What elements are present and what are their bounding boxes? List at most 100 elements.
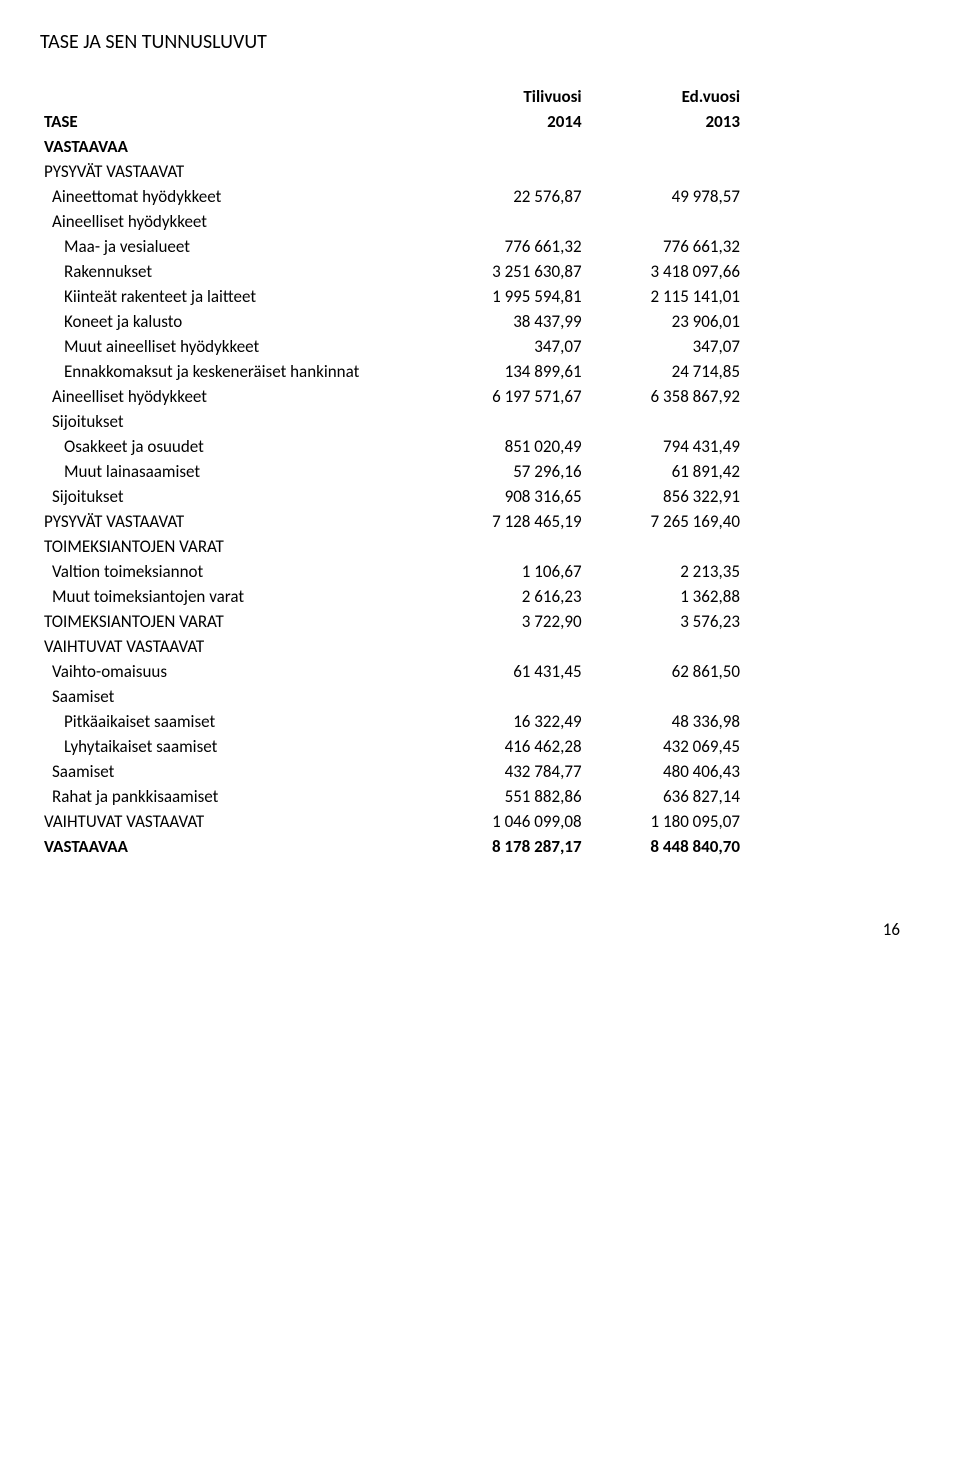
row-value-1: [427, 409, 585, 434]
table-row: VAIHTUVAT VASTAAVAT1 046 099,081 180 095…: [40, 809, 744, 834]
row-value-2: 23 906,01: [586, 309, 744, 334]
row-value-1: 22 576,87: [427, 184, 585, 209]
row-value-1: 134 899,61: [427, 359, 585, 384]
table-row: Valtion toimeksiannot1 106,672 213,35: [40, 559, 744, 584]
table-row: Lyhytaikaiset saamiset416 462,28432 069,…: [40, 734, 744, 759]
table-row: Saamiset: [40, 684, 744, 709]
balance-table: Tilivuosi Ed.vuosi TASE 2014 2013 VASTAA…: [40, 84, 744, 859]
row-value-1: 38 437,99: [427, 309, 585, 334]
row-label: TOIMEKSIANTOJEN VARAT: [40, 609, 427, 634]
row-value-2: 1 180 095,07: [586, 809, 744, 834]
row-value-2: 7 265 169,40: [586, 509, 744, 534]
row-label: VASTAAVAA: [40, 134, 427, 159]
table-row: Muut aineelliset hyödykkeet347,07347,07: [40, 334, 744, 359]
row-label: VAIHTUVAT VASTAAVAT: [40, 809, 427, 834]
row-label: Osakkeet ja osuudet: [40, 434, 427, 459]
row-value-1: [427, 684, 585, 709]
row-value-1: 3 722,90: [427, 609, 585, 634]
table-row: Vaihto-omaisuus61 431,4562 861,50: [40, 659, 744, 684]
table-row: Aineettomat hyödykkeet22 576,8749 978,57: [40, 184, 744, 209]
row-value-1: 6 197 571,67: [427, 384, 585, 409]
row-value-1: 2 616,23: [427, 584, 585, 609]
row-value-2: [586, 209, 744, 234]
row-value-2: 3 576,23: [586, 609, 744, 634]
header-year1: 2014: [427, 109, 585, 134]
table-row: Sijoitukset: [40, 409, 744, 434]
row-value-1: 16 322,49: [427, 709, 585, 734]
table-row: Kiinteät rakenteet ja laitteet1 995 594,…: [40, 284, 744, 309]
row-label: Kiinteät rakenteet ja laitteet: [40, 284, 427, 309]
table-row: VASTAAVAA: [40, 134, 744, 159]
row-value-1: 61 431,45: [427, 659, 585, 684]
row-label: Saamiset: [40, 684, 427, 709]
row-label: Ennakkomaksut ja keskeneräiset hankinnat: [40, 359, 427, 384]
table-row: VAIHTUVAT VASTAAVAT: [40, 634, 744, 659]
row-label: VAIHTUVAT VASTAAVAT: [40, 634, 427, 659]
row-value-2: 62 861,50: [586, 659, 744, 684]
table-row: Rakennukset3 251 630,873 418 097,66: [40, 259, 744, 284]
row-value-1: 7 128 465,19: [427, 509, 585, 534]
row-label: VASTAAVAA: [40, 834, 427, 859]
row-value-1: 1 995 594,81: [427, 284, 585, 309]
table-row: Rahat ja pankkisaamiset551 882,86636 827…: [40, 784, 744, 809]
header-col1: Tilivuosi: [427, 84, 585, 109]
table-row: Ennakkomaksut ja keskeneräiset hankinnat…: [40, 359, 744, 384]
row-value-1: 551 882,86: [427, 784, 585, 809]
row-value-1: [427, 634, 585, 659]
row-label: Muut lainasaamiset: [40, 459, 427, 484]
row-label: PYSYVÄT VASTAAVAT: [40, 159, 427, 184]
row-value-2: [586, 134, 744, 159]
row-value-2: [586, 534, 744, 559]
row-value-1: 57 296,16: [427, 459, 585, 484]
row-value-2: [586, 159, 744, 184]
page-number: 16: [40, 919, 920, 940]
table-row: PYSYVÄT VASTAAVAT7 128 465,197 265 169,4…: [40, 509, 744, 534]
table-row: TOIMEKSIANTOJEN VARAT: [40, 534, 744, 559]
row-label: Valtion toimeksiannot: [40, 559, 427, 584]
row-value-2: 2 115 141,01: [586, 284, 744, 309]
row-value-2: 48 336,98: [586, 709, 744, 734]
row-value-2: 3 418 097,66: [586, 259, 744, 284]
table-row: Osakkeet ja osuudet851 020,49794 431,49: [40, 434, 744, 459]
table-row: Maa- ja vesialueet776 661,32776 661,32: [40, 234, 744, 259]
row-label: Muut toimeksiantojen varat: [40, 584, 427, 609]
row-value-2: 61 891,42: [586, 459, 744, 484]
row-label: Muut aineelliset hyödykkeet: [40, 334, 427, 359]
header-col2: Ed.vuosi: [586, 84, 744, 109]
table-row: TOIMEKSIANTOJEN VARAT3 722,903 576,23: [40, 609, 744, 634]
row-value-1: 416 462,28: [427, 734, 585, 759]
row-label: TOIMEKSIANTOJEN VARAT: [40, 534, 427, 559]
table-row: Saamiset432 784,77480 406,43: [40, 759, 744, 784]
table-row: Pitkäaikaiset saamiset16 322,4948 336,98: [40, 709, 744, 734]
row-value-2: 432 069,45: [586, 734, 744, 759]
table-row: Muut toimeksiantojen varat2 616,231 362,…: [40, 584, 744, 609]
table-row: Muut lainasaamiset57 296,1661 891,42: [40, 459, 744, 484]
table-row: Aineelliset hyödykkeet6 197 571,676 358 …: [40, 384, 744, 409]
row-value-2: 8 448 840,70: [586, 834, 744, 859]
header-row-1: Tilivuosi Ed.vuosi: [40, 84, 744, 109]
row-label: Pitkäaikaiset saamiset: [40, 709, 427, 734]
row-label: Maa- ja vesialueet: [40, 234, 427, 259]
row-label: Vaihto-omaisuus: [40, 659, 427, 684]
table-row: PYSYVÄT VASTAAVAT: [40, 159, 744, 184]
row-label: Aineettomat hyödykkeet: [40, 184, 427, 209]
row-value-1: 1 106,67: [427, 559, 585, 584]
row-value-1: 3 251 630,87: [427, 259, 585, 284]
row-label: PYSYVÄT VASTAAVAT: [40, 509, 427, 534]
row-label: Rakennukset: [40, 259, 427, 284]
table-body: VASTAAVAAPYSYVÄT VASTAAVATAineettomat hy…: [40, 134, 744, 859]
row-label: Sijoitukset: [40, 484, 427, 509]
table-row: Aineelliset hyödykkeet: [40, 209, 744, 234]
table-row: Koneet ja kalusto38 437,9923 906,01: [40, 309, 744, 334]
row-value-2: 6 358 867,92: [586, 384, 744, 409]
row-value-1: 347,07: [427, 334, 585, 359]
row-value-1: 432 784,77: [427, 759, 585, 784]
row-value-1: [427, 534, 585, 559]
page-title: TASE JA SEN TUNNUSLUVUT: [40, 30, 920, 54]
row-value-1: [427, 159, 585, 184]
header-tase: TASE: [40, 109, 427, 134]
row-value-2: [586, 634, 744, 659]
row-value-1: 908 316,65: [427, 484, 585, 509]
row-label: Aineelliset hyödykkeet: [40, 384, 427, 409]
row-value-2: [586, 409, 744, 434]
